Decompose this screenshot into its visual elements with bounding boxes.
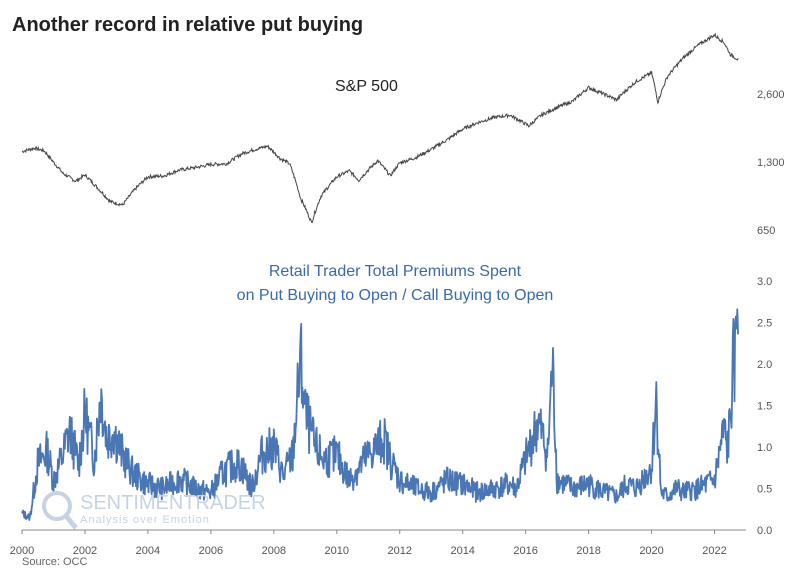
ratio-y-tick: 2.0 (757, 359, 772, 371)
ratio-panel: Retail Trader Total Premiums Spent on Put… (21, 263, 739, 521)
watermark-tagline: Analysis over Emotion (80, 514, 210, 526)
ratio-y-tick: 2.5 (757, 318, 772, 330)
spx-series-label: S&P 500 (335, 78, 398, 95)
x-tick-label: 2020 (639, 545, 663, 557)
x-tick-label: 2008 (262, 545, 286, 557)
x-tick-label: 2012 (387, 545, 411, 557)
source-note: Source: OCC (22, 556, 88, 568)
x-tick-label: 2010 (325, 545, 349, 557)
x-tick-label: 2002 (73, 545, 97, 557)
ratio-y-tick: 0.5 (757, 484, 772, 496)
x-tick-label: 2018 (576, 545, 600, 557)
ratio-y-tick: 1.5 (757, 401, 772, 413)
x-tick-label: 2004 (136, 545, 160, 557)
watermark-logo-icon (42, 491, 78, 530)
watermark-name: SENTIMENTRADER (80, 492, 266, 514)
x-tick-label: 2000 (10, 545, 34, 557)
ratio-y-tick: 0.0 (757, 525, 772, 537)
ratio-title-line: on Put Buying to Open / Call Buying to O… (237, 287, 554, 304)
chart-title: Another record in relative put buying (12, 14, 364, 36)
ratio-y-tick: 3.0 (757, 276, 772, 288)
spx-y-tick: 1,300 (757, 157, 785, 169)
spx-panel: S&P 500 (21, 32, 739, 224)
watermark: SENTIMENTRADER Analysis over Emotion (42, 491, 266, 530)
spx-line (21, 32, 739, 224)
ratio-y-tick: 1.0 (757, 442, 772, 454)
x-tick-label: 2016 (513, 545, 537, 557)
ratio-line (21, 308, 739, 521)
x-tick-label: 2006 (199, 545, 223, 557)
x-tick-label: 2014 (450, 545, 474, 557)
ratio-title-line: Retail Trader Total Premiums Spent (269, 263, 522, 280)
spx-y-tick: 2,600 (757, 89, 785, 101)
axes: 2,600 1,300 650 0.0 0.5 1.0 1.5 2.0 2.5 3.0 2000 20… (10, 89, 785, 557)
spx-y-tick: 650 (757, 225, 775, 237)
x-tick-label: 2022 (702, 545, 726, 557)
